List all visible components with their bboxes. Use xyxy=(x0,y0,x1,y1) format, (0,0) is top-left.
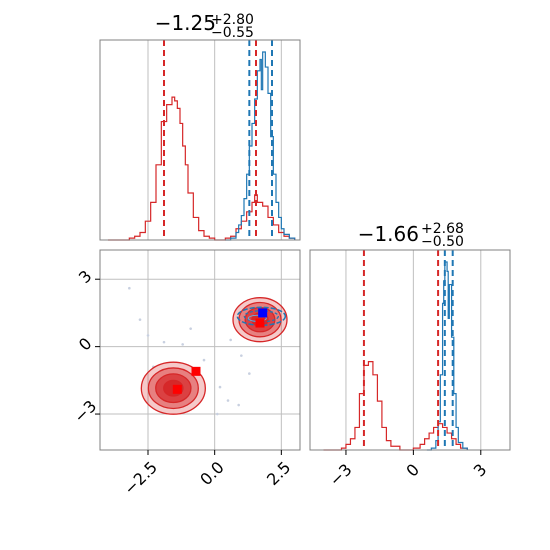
contour-panel: −2.5 0.0 2.5 −3 0 3 xyxy=(70,249,301,499)
right-title-sup: +2.68 xyxy=(421,221,464,237)
y-tick-label: 0 xyxy=(75,334,96,355)
right-title-sub: −0.50 xyxy=(421,234,464,250)
sample-point xyxy=(226,399,230,402)
top-title-sub: −0.55 xyxy=(211,25,254,41)
marker-marker_red xyxy=(172,384,182,394)
marker-marker_red xyxy=(255,318,265,328)
x-tick-label: −2.5 xyxy=(120,458,161,499)
y-tick-label: 3 xyxy=(75,266,96,287)
sample-point xyxy=(202,358,206,362)
x-tick-label: −3 xyxy=(325,460,355,490)
histogram-red-series xyxy=(108,96,296,241)
top-title-sup: +2.80 xyxy=(211,12,254,28)
sample-point xyxy=(189,327,192,330)
histogram-blue-series xyxy=(225,51,296,241)
x-tick-label: 3 xyxy=(470,460,491,481)
x-tick-label: 0.0 xyxy=(196,458,227,489)
top-title-main: −1.25 xyxy=(155,11,216,35)
sample-point xyxy=(146,334,150,337)
x-tick-label: 2.5 xyxy=(263,458,294,489)
axes-frame xyxy=(99,249,301,451)
histogram-blue-series xyxy=(426,261,468,451)
sample-point xyxy=(237,403,240,407)
marker-marker_red xyxy=(191,366,201,376)
contour-blue-outer xyxy=(236,306,287,327)
histogram-red-series xyxy=(323,361,468,451)
marker-marker_blue xyxy=(258,308,268,318)
x-tick-label: 0 xyxy=(402,460,423,481)
sample-point xyxy=(138,318,142,321)
axes-frame xyxy=(309,249,511,451)
sample-point xyxy=(181,343,184,346)
sample-point xyxy=(216,412,219,416)
top-histogram-panel xyxy=(99,39,301,241)
right-title-main: −1.66 xyxy=(358,222,419,246)
sample-point xyxy=(240,354,243,357)
sample-point xyxy=(162,340,166,344)
sample-point xyxy=(128,286,131,290)
right-histogram-panel: −3 0 3 xyxy=(309,249,511,490)
sample-point xyxy=(229,338,232,342)
axes-frame xyxy=(99,39,301,241)
y-tick-label: −3 xyxy=(70,397,100,427)
sample-point xyxy=(218,385,222,389)
sample-point xyxy=(248,372,251,375)
